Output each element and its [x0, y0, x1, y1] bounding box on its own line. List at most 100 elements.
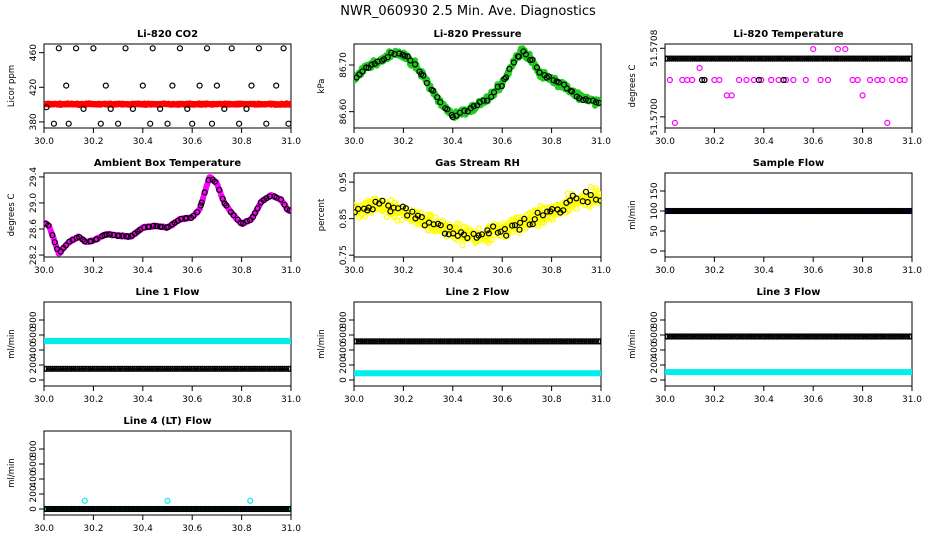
data-point: [742, 333, 749, 340]
data-point: [205, 365, 212, 372]
data-point: [139, 82, 146, 89]
data-point: [854, 55, 861, 62]
data-point: [691, 333, 698, 340]
y-tick-label: 0.75: [339, 245, 349, 265]
data-point: [66, 505, 73, 513]
series-ave: [44, 45, 291, 127]
data-point: [264, 505, 271, 513]
data-point: [799, 207, 806, 215]
data-point: [434, 94, 441, 101]
data-point: [589, 338, 596, 345]
data-point: [706, 207, 713, 215]
data-point: [62, 242, 70, 249]
x-tick-label: 30.0: [655, 137, 675, 147]
x-tick-label: 30.2: [83, 137, 103, 147]
data-point: [62, 505, 69, 513]
data-point: [226, 505, 233, 513]
data-point: [121, 365, 128, 372]
y-tick-label: 29.0: [29, 193, 39, 213]
data-point: [901, 76, 908, 84]
data-point: [560, 207, 567, 214]
data-point: [881, 207, 888, 215]
data-point: [246, 217, 254, 224]
y-tick-label: 28.6: [29, 219, 39, 239]
panel-title: Line 3 Flow: [757, 287, 821, 298]
data-point: [803, 333, 810, 340]
data-point: [252, 365, 259, 372]
data-point: [862, 333, 869, 340]
data-point: [869, 333, 877, 340]
data-point: [423, 79, 430, 87]
x-tick-label: 30.8: [232, 266, 252, 276]
data-point: [106, 231, 113, 238]
plot-frame: [664, 301, 913, 387]
data-point: [279, 505, 286, 513]
data-point: [208, 120, 216, 127]
data-point: [780, 207, 787, 215]
data-point: [526, 221, 533, 228]
data-point: [753, 333, 761, 340]
data-point: [728, 92, 735, 99]
y-tick-label: 420: [29, 78, 39, 95]
data-point: [596, 338, 601, 345]
data-point: [539, 212, 547, 219]
data-point: [818, 333, 825, 340]
data-point: [721, 55, 728, 62]
data-point: [710, 207, 717, 215]
data-point: [488, 338, 495, 345]
plot-area: [44, 497, 291, 513]
data-point: [287, 100, 291, 107]
data-point: [799, 55, 806, 62]
data-point: [159, 505, 166, 513]
data-point: [850, 207, 858, 215]
data-point: [260, 365, 267, 372]
data-point: [450, 338, 457, 345]
data-point: [431, 338, 438, 345]
data-point: [727, 207, 734, 215]
y-tick-label: 0.85: [339, 209, 349, 229]
y-tick-label: 200: [29, 485, 39, 502]
data-point: [550, 77, 557, 84]
data-point: [879, 76, 886, 84]
data-point: [209, 505, 216, 513]
x-tick-label: 31.0: [591, 395, 611, 405]
data-point: [93, 236, 100, 243]
x-tick-label: 30.6: [182, 266, 202, 276]
data-point: [197, 365, 204, 372]
data-point: [597, 370, 601, 377]
data-point: [671, 119, 679, 127]
data-point: [178, 505, 185, 513]
data-point: [522, 338, 530, 345]
y-tick-label: 100: [650, 202, 660, 219]
data-point: [665, 55, 671, 62]
data-point: [90, 45, 97, 52]
data-point: [731, 55, 738, 62]
data-point: [714, 207, 721, 215]
data-point: [866, 207, 873, 215]
data-point: [196, 82, 203, 89]
data-point: [256, 505, 263, 513]
y-tick-label: 800: [29, 440, 39, 457]
data-point: [117, 365, 125, 372]
data-point: [842, 45, 849, 53]
data-point: [791, 207, 799, 215]
data-point: [822, 207, 829, 215]
data-point: [714, 333, 721, 340]
data-point: [96, 505, 104, 513]
x-tick-label: 31.0: [281, 266, 301, 276]
data-point: [727, 333, 734, 340]
data-point: [100, 365, 107, 372]
data-point: [159, 365, 166, 372]
data-point: [592, 99, 600, 106]
data-point: [723, 55, 730, 62]
data-point: [102, 82, 109, 89]
data-point: [85, 505, 92, 513]
x-tick-label: 30.8: [853, 266, 873, 276]
data-point: [888, 55, 896, 62]
plot-area: [354, 45, 601, 121]
data-point: [355, 205, 362, 212]
data-point: [221, 200, 228, 207]
data-point: [387, 338, 395, 345]
data-point: [877, 333, 884, 340]
